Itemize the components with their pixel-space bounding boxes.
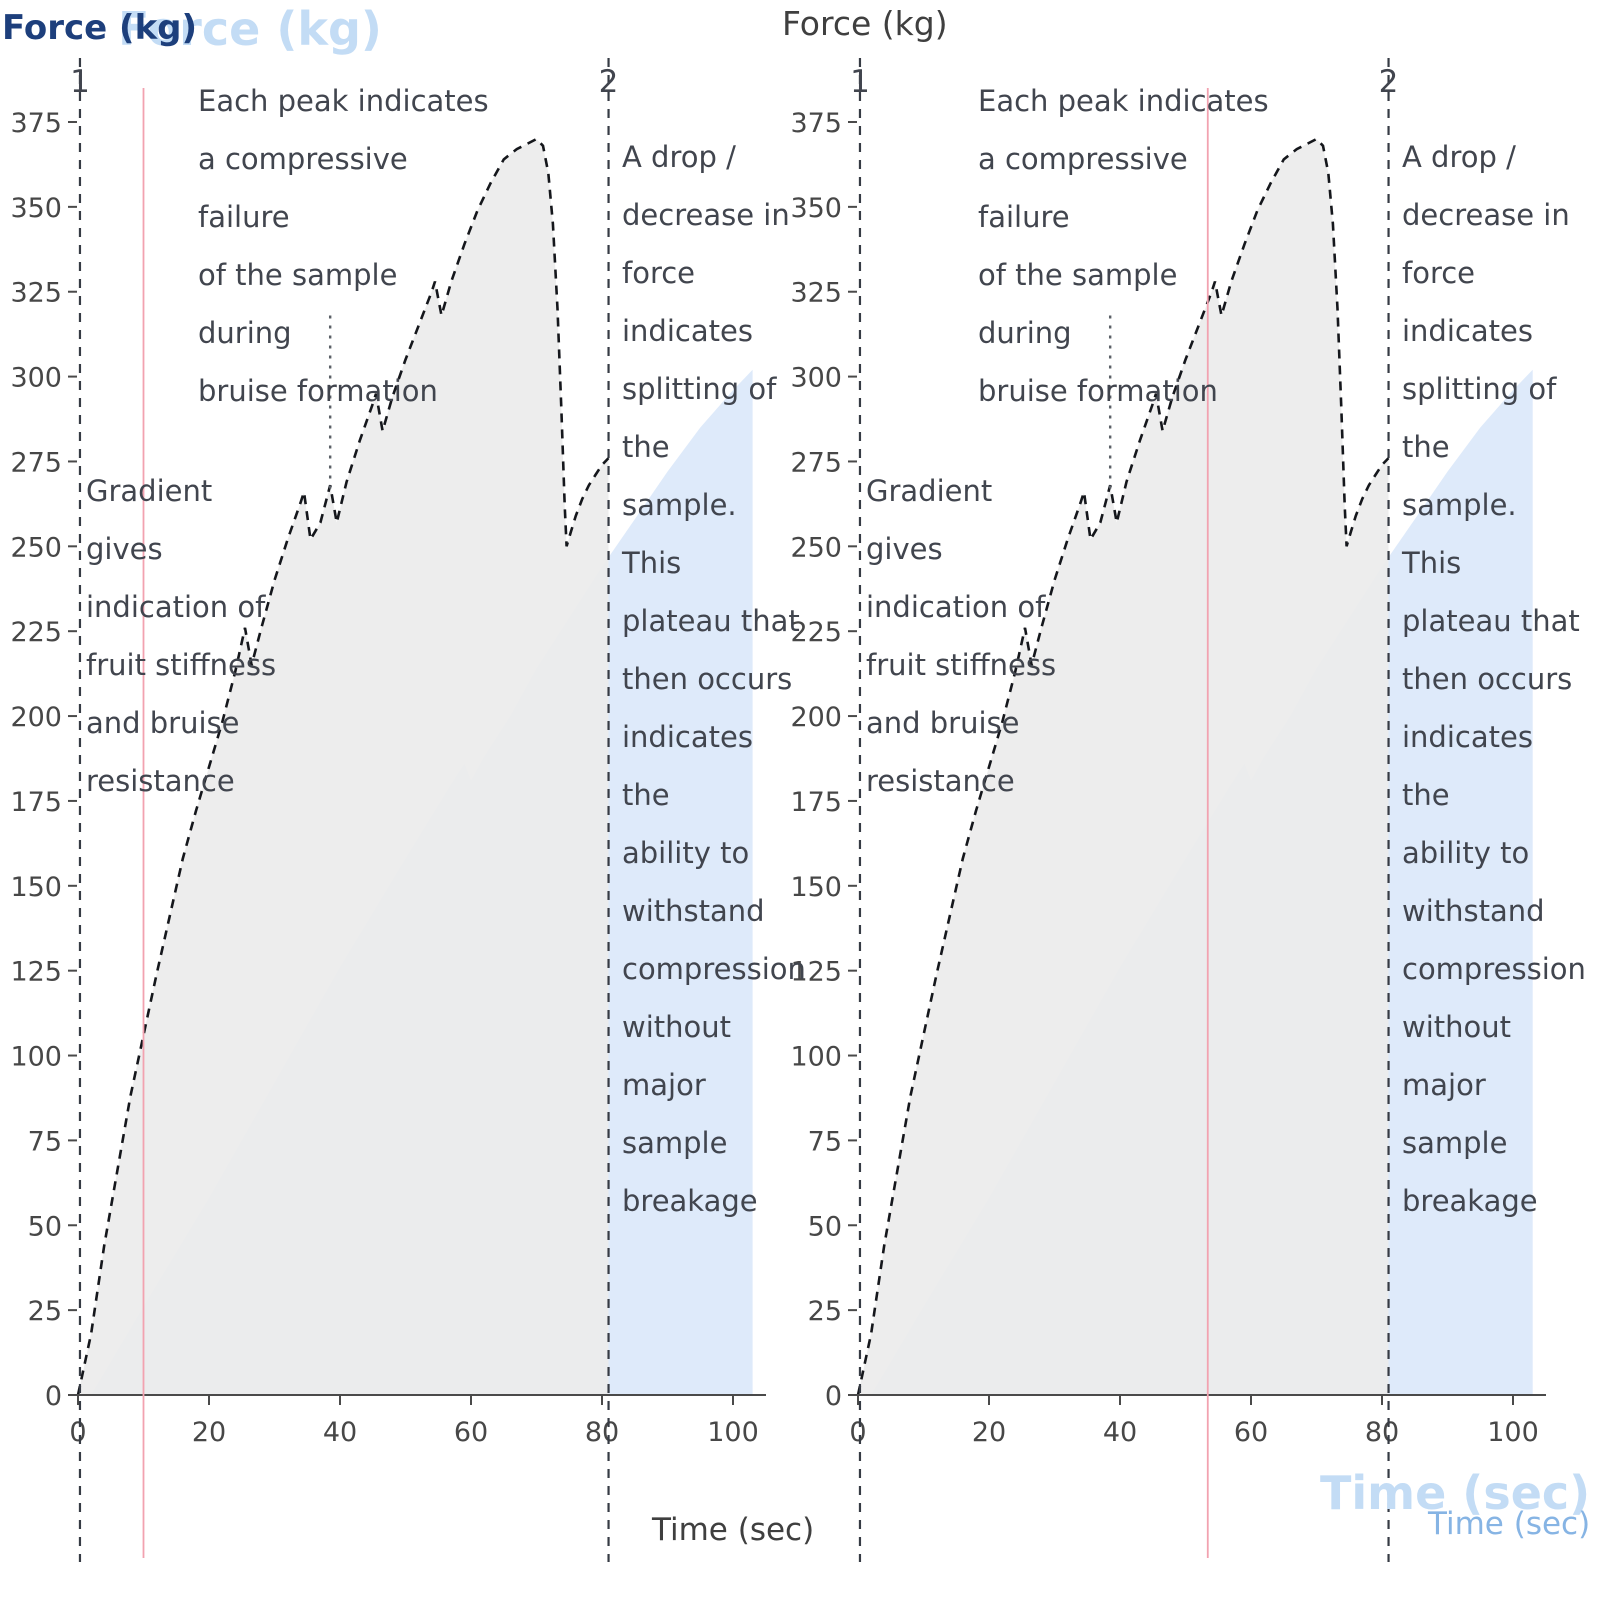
y-tick-label: 125 bbox=[790, 957, 842, 988]
y-tick-label: 150 bbox=[790, 872, 842, 903]
y-tick-label: 100 bbox=[10, 1042, 62, 1073]
y-tick-label: 50 bbox=[808, 1211, 842, 1242]
y-tick-label: 375 bbox=[10, 108, 62, 139]
y-tick-label: 0 bbox=[45, 1381, 62, 1412]
y-tick-label: 200 bbox=[790, 702, 842, 733]
annotation-gradient: Gradient gives indication of fruit stiff… bbox=[866, 474, 1057, 798]
y-tick-label: 350 bbox=[10, 193, 62, 224]
chart-panel-left: Force (kg) Force (kg) Each peak indicate… bbox=[0, 0, 814, 1600]
time-axis-title: Time (sec) bbox=[652, 1512, 815, 1548]
y-tick-label: 225 bbox=[790, 617, 842, 648]
y-tick-label: 0 bbox=[825, 1381, 842, 1412]
y-tick-label: 50 bbox=[28, 1211, 62, 1242]
force-curve bbox=[856, 137, 1390, 1396]
y-tick-label: 100 bbox=[790, 1042, 842, 1073]
x-tick-label: 40 bbox=[323, 1417, 357, 1448]
force-curve-area bbox=[858, 139, 1389, 1395]
force-axis-title-ghost: Force (kg) bbox=[118, 2, 382, 56]
y-tick-label: 75 bbox=[28, 1126, 62, 1157]
y-tick-label: 350 bbox=[790, 193, 842, 224]
force-axis-title: Force (kg) bbox=[782, 4, 948, 43]
y-tick-label: 175 bbox=[10, 787, 62, 818]
y-tick-label: 25 bbox=[808, 1296, 842, 1327]
y-tick-label: 300 bbox=[10, 363, 62, 394]
force-curve-area bbox=[78, 139, 609, 1395]
marker-label-2: 2 bbox=[1379, 64, 1399, 100]
x-tick-label: 60 bbox=[1234, 1417, 1268, 1448]
marker-label-1: 1 bbox=[70, 64, 90, 100]
y-tick-label: 200 bbox=[10, 702, 62, 733]
x-tick-label: 20 bbox=[972, 1417, 1006, 1448]
marker-label-1: 1 bbox=[850, 64, 870, 100]
x-tick-label: 100 bbox=[707, 1417, 759, 1448]
time-axis-title-ghost: Time (sec) bbox=[1320, 1466, 1591, 1520]
x-tick-label: 60 bbox=[454, 1417, 488, 1448]
y-tick-label: 375 bbox=[790, 108, 842, 139]
y-tick-label: 150 bbox=[10, 872, 62, 903]
y-tick-label: 275 bbox=[790, 447, 842, 478]
annotation-peak: Each peak indicates a compressive failur… bbox=[198, 84, 489, 408]
time-axis-title: Time (sec) bbox=[1428, 1506, 1591, 1542]
annotation-drop: A drop / decrease in force indicates spl… bbox=[622, 140, 806, 1218]
y-tick-label: 300 bbox=[790, 363, 842, 394]
x-tick-label: 100 bbox=[1487, 1417, 1539, 1448]
y-tick-label: 175 bbox=[790, 787, 842, 818]
x-tick-label: 0 bbox=[69, 1417, 86, 1448]
x-tick-label: 0 bbox=[849, 1417, 866, 1448]
y-tick-label: 25 bbox=[28, 1296, 62, 1327]
annotation-gradient: Gradient gives indication of fruit stiff… bbox=[86, 474, 277, 798]
y-tick-label: 250 bbox=[10, 532, 62, 563]
marker-label-2: 2 bbox=[599, 64, 619, 100]
y-tick-label: 325 bbox=[10, 278, 62, 309]
x-tick-label: 20 bbox=[192, 1417, 226, 1448]
y-tick-label: 250 bbox=[790, 532, 842, 563]
x-tick-label: 40 bbox=[1103, 1417, 1137, 1448]
force-curve bbox=[76, 137, 610, 1396]
annotation-drop: A drop / decrease in force indicates spl… bbox=[1402, 140, 1586, 1218]
annotation-peak: Each peak indicates a compressive failur… bbox=[978, 84, 1269, 408]
y-tick-label: 125 bbox=[10, 957, 62, 988]
y-tick-label: 275 bbox=[10, 447, 62, 478]
y-tick-label: 75 bbox=[808, 1126, 842, 1157]
y-tick-label: 225 bbox=[10, 617, 62, 648]
force-axis-title: Force (kg) bbox=[2, 8, 198, 48]
y-tick-label: 325 bbox=[790, 278, 842, 309]
chart-panel-right: Time (sec) Force (kg) Each peak indicate… bbox=[780, 0, 1590, 1600]
x-tick-label: 80 bbox=[1365, 1417, 1399, 1448]
x-tick-label: 80 bbox=[585, 1417, 619, 1448]
